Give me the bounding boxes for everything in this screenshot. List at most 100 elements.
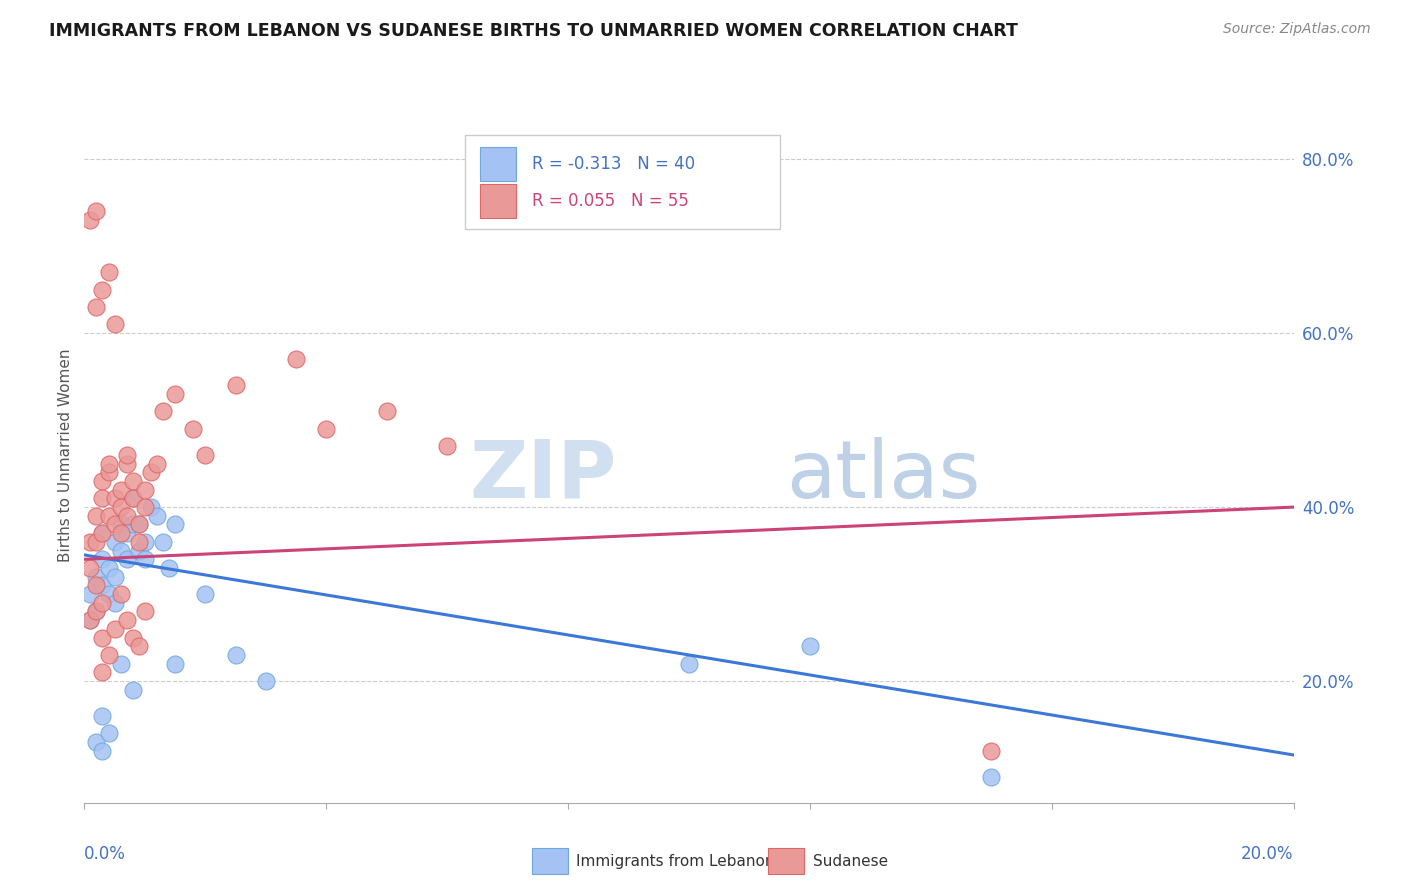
Point xyxy=(146,457,169,471)
Point xyxy=(134,605,156,619)
Point xyxy=(115,457,138,471)
Point xyxy=(91,744,114,758)
Point xyxy=(225,648,247,662)
Point xyxy=(678,657,700,671)
Point xyxy=(79,613,101,627)
Bar xyxy=(479,146,516,181)
Point xyxy=(121,474,143,488)
Point xyxy=(134,534,156,549)
Point xyxy=(86,569,108,583)
Point xyxy=(97,466,120,480)
Point xyxy=(157,561,180,575)
Point xyxy=(97,457,120,471)
Point xyxy=(121,517,143,532)
Point xyxy=(91,526,114,541)
Point xyxy=(86,605,108,619)
Point xyxy=(91,474,114,488)
Point xyxy=(115,448,138,462)
Point xyxy=(79,534,101,549)
Point xyxy=(79,587,101,601)
Point xyxy=(139,500,162,514)
Point xyxy=(375,404,398,418)
Point xyxy=(128,534,150,549)
Point xyxy=(86,508,108,523)
Point xyxy=(91,596,114,610)
Point xyxy=(91,708,114,723)
Text: Source: ZipAtlas.com: Source: ZipAtlas.com xyxy=(1223,22,1371,37)
Point xyxy=(110,483,132,497)
Text: R = 0.055   N = 55: R = 0.055 N = 55 xyxy=(531,192,689,210)
Point xyxy=(139,466,162,480)
Point xyxy=(165,657,187,671)
Point xyxy=(152,534,174,549)
Point xyxy=(91,552,114,566)
Point xyxy=(165,387,187,401)
Text: 20.0%: 20.0% xyxy=(1241,845,1294,863)
Point xyxy=(315,422,337,436)
Point xyxy=(254,674,277,689)
Point xyxy=(104,318,127,332)
Point xyxy=(104,491,127,506)
Point xyxy=(91,631,114,645)
Point xyxy=(79,561,101,575)
Point xyxy=(79,213,101,227)
Point xyxy=(121,491,143,506)
Point xyxy=(97,648,120,662)
Point xyxy=(97,587,120,601)
Point xyxy=(110,657,132,671)
Point xyxy=(799,639,821,653)
Point xyxy=(980,744,1002,758)
FancyBboxPatch shape xyxy=(465,135,780,229)
Point xyxy=(86,300,108,314)
Y-axis label: Births to Unmarried Women: Births to Unmarried Women xyxy=(58,348,73,562)
Text: IMMIGRANTS FROM LEBANON VS SUDANESE BIRTHS TO UNMARRIED WOMEN CORRELATION CHART: IMMIGRANTS FROM LEBANON VS SUDANESE BIRT… xyxy=(49,22,1018,40)
Point xyxy=(110,500,132,514)
Point xyxy=(128,543,150,558)
Point xyxy=(165,517,187,532)
Point xyxy=(121,491,143,506)
Point xyxy=(436,439,458,453)
Point xyxy=(110,526,132,541)
Point xyxy=(134,552,156,566)
Point xyxy=(285,352,308,367)
Point xyxy=(121,682,143,697)
Bar xyxy=(768,848,804,874)
Point xyxy=(86,204,108,219)
Point xyxy=(194,587,217,601)
Point xyxy=(194,448,217,462)
Point xyxy=(134,500,156,514)
Point xyxy=(146,508,169,523)
Point xyxy=(86,534,108,549)
Bar xyxy=(531,848,568,874)
Bar xyxy=(479,184,516,219)
Point xyxy=(115,508,138,523)
Point xyxy=(104,596,127,610)
Point xyxy=(91,578,114,592)
Text: Immigrants from Lebanon: Immigrants from Lebanon xyxy=(576,854,775,869)
Text: Sudanese: Sudanese xyxy=(814,854,889,869)
Point xyxy=(91,526,114,541)
Point xyxy=(79,613,101,627)
Point xyxy=(115,526,138,541)
Point xyxy=(91,491,114,506)
Point xyxy=(110,587,132,601)
Point xyxy=(110,543,132,558)
Point xyxy=(128,517,150,532)
Point xyxy=(121,631,143,645)
Point xyxy=(152,404,174,418)
Point xyxy=(110,517,132,532)
Point xyxy=(91,665,114,680)
Point xyxy=(97,726,120,740)
Point xyxy=(128,639,150,653)
Point xyxy=(86,605,108,619)
Point xyxy=(97,265,120,279)
Point xyxy=(104,569,127,583)
Text: atlas: atlas xyxy=(786,437,980,515)
Point xyxy=(104,534,127,549)
Point xyxy=(225,378,247,392)
Point xyxy=(86,735,108,749)
Text: R = -0.313   N = 40: R = -0.313 N = 40 xyxy=(531,155,695,173)
Text: ZIP: ZIP xyxy=(470,437,616,515)
Point xyxy=(134,483,156,497)
Point xyxy=(181,422,204,436)
